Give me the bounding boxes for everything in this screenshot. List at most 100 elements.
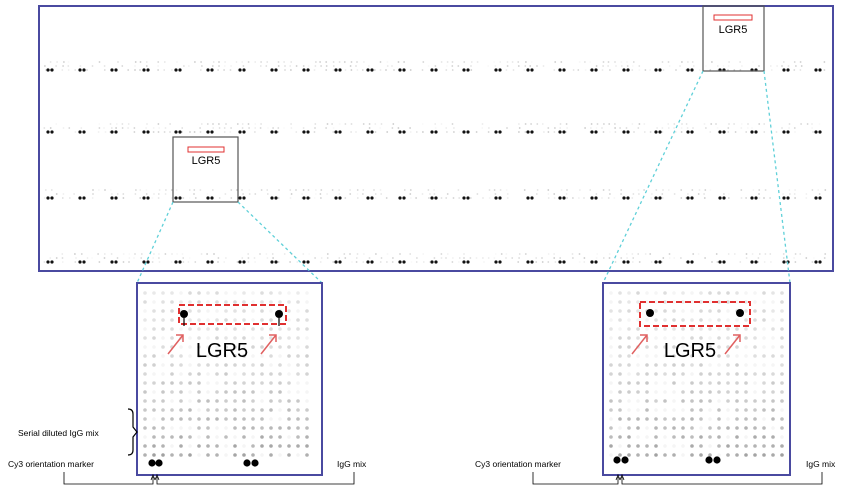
overview-faint-spot [157, 123, 160, 125]
overview-marker-spot [590, 196, 594, 200]
zoom-left-spot [305, 345, 309, 349]
zoom-left-spot [233, 381, 237, 385]
overview-highlight-box-right [702, 5, 765, 72]
overview-faint-spot [278, 189, 280, 191]
zoom-right-spot [672, 390, 676, 394]
overview-faint-spot [511, 257, 514, 259]
overview-faint-spot [650, 261, 653, 263]
overview-faint-spot [799, 69, 802, 71]
overview-faint-spot [171, 253, 173, 255]
overview-marker-spot [434, 130, 438, 134]
overview-faint-spot [758, 253, 761, 255]
zoom-left-spot [260, 453, 264, 457]
overview-faint-spot [445, 69, 448, 71]
overview-faint-spot [350, 123, 353, 125]
zoom-left-spot [179, 363, 183, 367]
overview-faint-spot [553, 69, 556, 71]
overview-marker-spot [338, 196, 342, 200]
overview-faint-spot [482, 197, 484, 199]
overview-faint-spot [752, 189, 755, 191]
zoom-right-spot [681, 444, 685, 448]
overview-marker-spot [206, 68, 210, 72]
overview-faint-spot [656, 127, 658, 129]
overview-faint-spot [265, 253, 268, 255]
overview-faint-spot [770, 69, 773, 71]
zoom-left-spot [287, 363, 291, 367]
overview-faint-spot [164, 127, 167, 129]
zoom-left-spot [170, 435, 174, 439]
zoom-right-spot [780, 309, 784, 313]
zoom-left-spot [161, 444, 165, 448]
zoom-left-spot [143, 363, 147, 367]
zoom-right-spot [699, 354, 703, 358]
overview-faint-spot [709, 131, 712, 133]
overview-faint-spot [338, 189, 340, 191]
zoom-right-spot [762, 390, 766, 394]
overview-faint-spot [43, 127, 46, 129]
overview-marker-spot [430, 196, 434, 200]
overview-faint-spot [757, 261, 759, 263]
zoom-left-igg-bracket [156, 472, 355, 485]
overview-faint-spot [788, 127, 790, 129]
zoom-right-spot [663, 318, 667, 322]
overview-faint-spot [518, 127, 521, 129]
zoom-right-spot [645, 300, 649, 304]
overview-marker-spot [46, 260, 50, 264]
overview-faint-spot [259, 127, 262, 129]
overview-faint-spot [170, 197, 173, 199]
zoom-right-spot [690, 435, 694, 439]
zoom-left-spot [161, 318, 165, 322]
zoom-right-spot [609, 381, 613, 385]
overview-faint-spot [183, 65, 185, 67]
zoom-right-arrow-a [631, 334, 648, 355]
zoom-right-spot [654, 390, 658, 394]
zoom-left-spot [296, 408, 300, 412]
zoom-right-spot [690, 372, 694, 376]
zoom-right-spot [771, 291, 775, 295]
overview-faint-spot [649, 253, 652, 255]
overview-faint-spot [331, 189, 334, 191]
zoom-right-spot [717, 291, 721, 295]
overview-faint-spot [493, 189, 496, 191]
overview-marker-spot [78, 260, 82, 264]
overview-faint-spot [595, 127, 598, 129]
overview-spot-grid [43, 61, 827, 264]
zoom-left-spot [197, 318, 201, 322]
overview-faint-spot [68, 197, 71, 199]
overview-faint-spot [290, 123, 292, 125]
zoom-left-spot [197, 408, 201, 412]
overview-faint-spot [517, 61, 520, 63]
overview-marker-spot [686, 130, 690, 134]
overview-faint-spot [794, 189, 796, 191]
overview-faint-spot [649, 69, 651, 71]
overview-marker-spot [722, 196, 726, 200]
overview-faint-spot [277, 197, 280, 199]
zoom-right-spot [762, 372, 766, 376]
zoom-left-lgr5-spot-b [275, 310, 283, 318]
overview-faint-spot [356, 253, 359, 255]
overview-faint-spot [290, 69, 292, 71]
zoom-right-spot [654, 426, 658, 430]
overview-marker-spot [754, 130, 758, 134]
zoom-right-spot [780, 354, 784, 358]
zoom-left-lgr5-label: LGR5 [196, 340, 248, 362]
overview-faint-spot [61, 197, 64, 199]
zoom-left-spot [242, 327, 246, 331]
zoom-right-spot [672, 327, 676, 331]
zoom-right-spot [636, 300, 640, 304]
overview-faint-spot [386, 65, 389, 67]
zoom-right-spot [618, 345, 622, 349]
overview-faint-spot [692, 253, 695, 255]
overview-faint-spot [608, 253, 611, 255]
zoom-right-igg-dot-a [705, 456, 713, 464]
zoom-right-igg-label: IgG mix [806, 459, 836, 469]
zoom-right-spot [762, 300, 766, 304]
zoom-right-spot [609, 309, 613, 313]
overview-faint-spot [320, 197, 322, 199]
overview-marker-spot [302, 196, 306, 200]
overview-faint-spot [487, 131, 490, 133]
zoom-right-spot [762, 426, 766, 430]
overview-marker-spot [338, 130, 342, 134]
zoom-right-spot [672, 444, 676, 448]
zoom-right-spot [708, 426, 712, 430]
